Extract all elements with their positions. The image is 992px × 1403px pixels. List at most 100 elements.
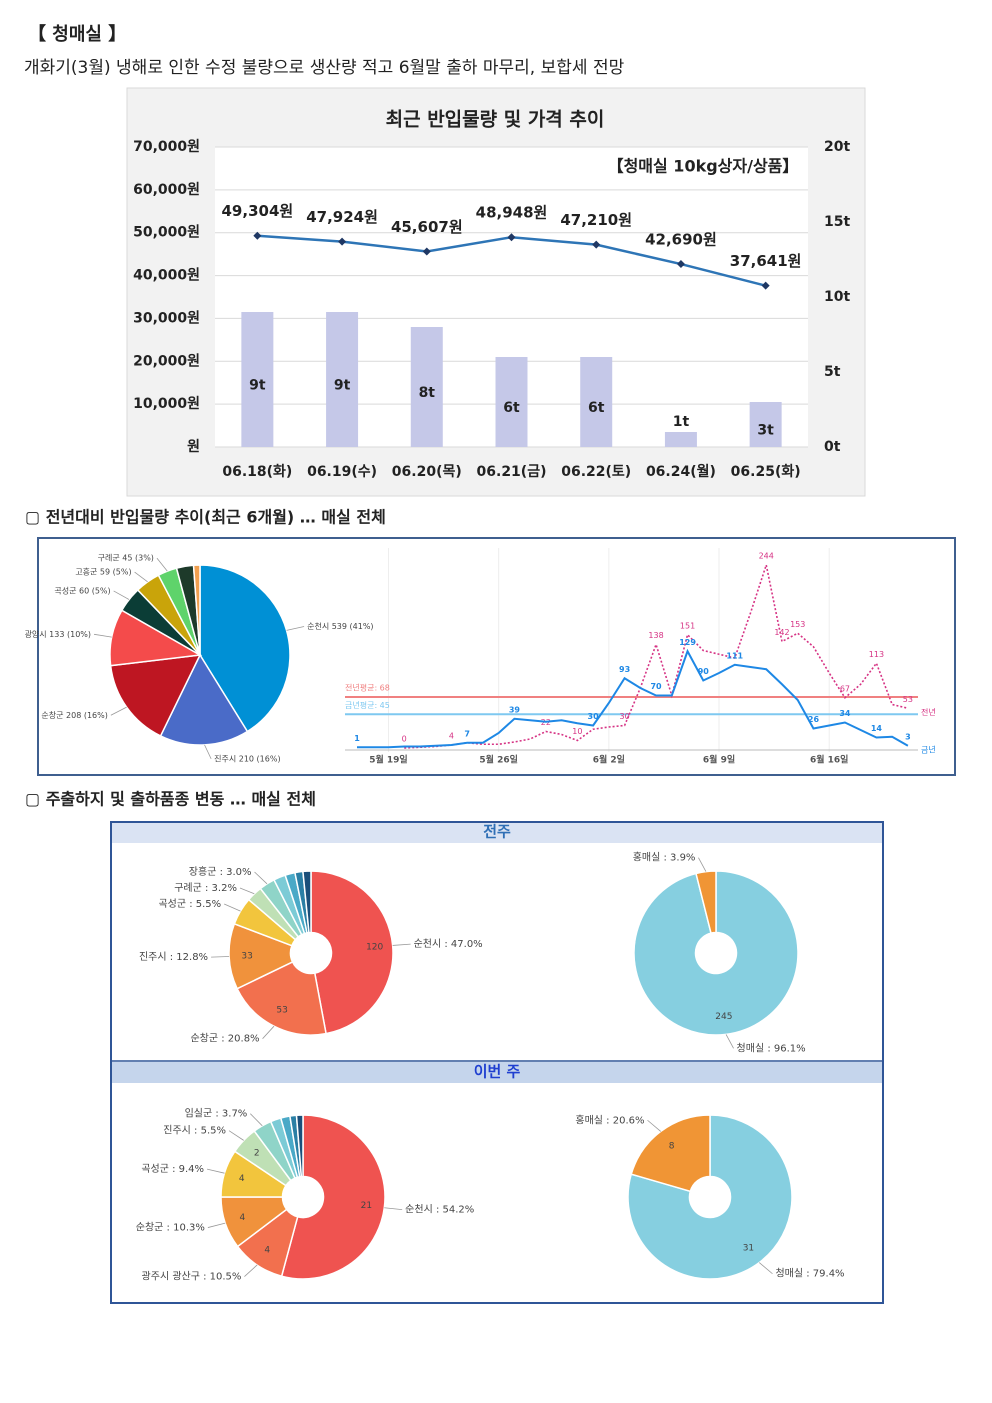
x-tick-label: 06.21(금) — [477, 464, 547, 480]
slice-label: 순천시 : 54.2% — [405, 1204, 474, 1216]
pie-slice — [695, 870, 717, 935]
reference-label: 금년평균: 45 — [345, 700, 390, 710]
point-label: 7 — [465, 729, 470, 738]
slice-value-label: 8 — [669, 1141, 675, 1151]
series-line — [404, 561, 909, 749]
point-label: 67 — [840, 684, 850, 693]
x-tick-label: 06.24(월) — [646, 463, 716, 480]
pie-slice — [280, 1114, 386, 1280]
slice-label: 구례군 : 3.2% — [174, 882, 237, 894]
bar-label: 1t — [673, 414, 690, 430]
legend-label: 금년 — [921, 744, 936, 754]
slice-value-label: 4 — [239, 1213, 245, 1223]
y-tick-label: 30,000원 — [133, 310, 200, 326]
leader-line — [93, 633, 112, 638]
bar-label: 6t — [588, 400, 605, 416]
x-tick-label: 06.20(목) — [392, 464, 462, 480]
leader-line — [392, 943, 411, 946]
slice-label: 홍매실 : 3.9% — [633, 851, 696, 864]
bar-label: 9t — [249, 378, 266, 394]
point-label: 7 — [464, 729, 470, 738]
chart-title: 최근 반입물량 및 가격 추이 — [386, 109, 605, 131]
x-tick-label: 6월 2일 — [593, 754, 625, 766]
slice-label: 진주시 : 5.5% — [163, 1125, 226, 1137]
x-tick-label: 06.19(수) — [307, 464, 377, 480]
point-label: 10 — [572, 727, 582, 736]
leader-line — [239, 887, 255, 895]
y-tick-label: 원 — [187, 439, 200, 455]
y-tick-label: 70,000원 — [133, 139, 200, 155]
point-label: 3 — [905, 732, 911, 741]
slice-label: 곡성군 60 (5%) — [54, 586, 110, 595]
slice-value-label: 31 — [743, 1244, 754, 1254]
leader-line — [156, 557, 168, 572]
slice-label: 순창군 : 10.3% — [136, 1222, 205, 1234]
slice-label: 순창군 : 20.8% — [190, 1033, 259, 1045]
reference-label: 전년평균: 68 — [345, 683, 390, 693]
price-label: 45,607원 — [391, 218, 463, 236]
point-label: 34 — [839, 709, 851, 718]
legend-label: 전년 — [921, 707, 936, 717]
point-label: 111 — [726, 651, 743, 660]
slice-label: 광주시 광산구 : 10.5% — [142, 1271, 242, 1283]
bar — [495, 357, 528, 447]
x-tick-label: 6월 16일 — [810, 754, 848, 766]
bar — [326, 312, 359, 447]
bar-label: 9t — [334, 378, 351, 394]
slice-label: 순천시 539 (41%) — [307, 621, 373, 631]
slice-label: 청매실 : 96.1% — [737, 1042, 806, 1054]
pie-slice — [302, 870, 312, 934]
bar — [664, 432, 697, 447]
section-title: ▢ 주출하지 및 출하품종 변동 … 매실 전체 — [25, 790, 316, 809]
slice-value-label: 21 — [361, 1201, 372, 1211]
point-label: 4 — [449, 732, 454, 741]
leader-line — [286, 626, 305, 631]
slice-label: 청매실 : 79.4% — [775, 1268, 844, 1280]
price-label: 47,924원 — [306, 208, 378, 226]
y2-tick-label: 0t — [824, 439, 841, 455]
point-label: 142 — [774, 628, 789, 637]
y2-tick-label: 15t — [824, 214, 850, 230]
slice-value-label: 2 — [254, 1148, 260, 1158]
y-tick-label: 60,000원 — [133, 182, 200, 198]
pie-slice — [310, 870, 394, 1035]
summary: 개화기(3월) 냉해로 인한 수정 불량으로 생산량 적고 6월말 출하 마무리… — [24, 58, 625, 78]
bar — [749, 402, 782, 447]
leader-line — [254, 871, 268, 885]
price-marker — [253, 231, 262, 240]
point-label: 1 — [354, 734, 360, 743]
x-tick-label: 06.25(화) — [731, 464, 801, 480]
slice-label: 장흥군 : 3.0% — [189, 865, 252, 878]
y-tick-label: 50,000원 — [133, 225, 200, 241]
leader-line — [647, 1119, 661, 1132]
leader-line — [224, 903, 241, 912]
slice-label: 임실군 : 3.7% — [185, 1107, 248, 1120]
leader-line — [134, 571, 148, 583]
slice-value-label: 33 — [241, 951, 252, 961]
y-tick-label: 40,000원 — [133, 268, 200, 284]
y-tick-label: 20,000원 — [133, 353, 200, 369]
leader-line — [110, 706, 127, 716]
x-tick-label: 06.22(토) — [561, 464, 631, 480]
point-label: 30 — [588, 712, 600, 721]
y2-tick-label: 20t — [824, 139, 850, 155]
price-label: 42,690원 — [645, 231, 717, 249]
y-tick-label: 10,000원 — [133, 396, 200, 412]
panel-title: 이번 주 — [474, 1063, 521, 1081]
slice-value-label: 120 — [366, 943, 383, 953]
leader-line — [228, 1130, 244, 1141]
panel-header — [112, 1062, 882, 1083]
leader-line — [211, 956, 230, 958]
point-label: 113 — [869, 650, 884, 659]
point-label: 26 — [808, 715, 820, 724]
slice-label: 구례군 45 (3%) — [98, 553, 154, 563]
bar-label: 6t — [503, 400, 520, 416]
leader-line — [206, 1168, 225, 1174]
bar — [241, 312, 274, 447]
pie-slice — [630, 1114, 711, 1193]
x-tick-label: 5월 26일 — [479, 754, 517, 766]
pie-slice — [627, 1114, 793, 1280]
point-label: 53 — [903, 695, 913, 704]
point-label: 39 — [509, 705, 521, 714]
